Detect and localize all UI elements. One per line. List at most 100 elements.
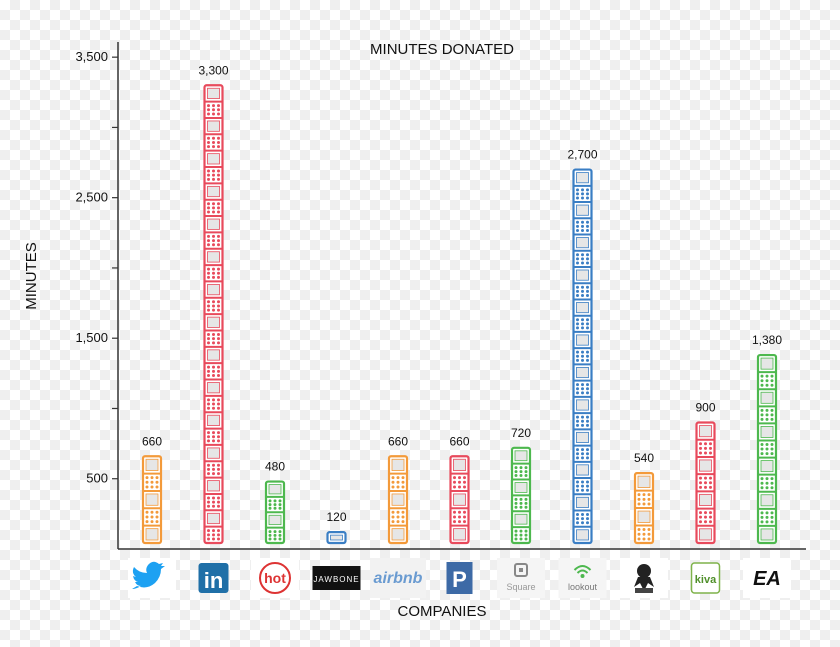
keypad-dot: [212, 112, 215, 116]
keypad-dot: [150, 480, 154, 484]
keypad-dot: [519, 470, 523, 474]
bar-linkedin: 3,300: [198, 63, 229, 545]
keypad-dot: [704, 481, 707, 485]
keypad-dot: [278, 503, 282, 507]
keypad-dot: [760, 447, 764, 451]
keypad-dot: [217, 300, 220, 304]
phone-screen: [699, 425, 712, 438]
phone-screen: [576, 464, 589, 476]
keypad-dot: [391, 515, 395, 519]
keypad-dot: [217, 177, 220, 181]
keypad-dot: [709, 481, 712, 485]
keypad-dot: [647, 502, 651, 506]
keypad-dot: [458, 485, 461, 489]
keypad-dot: [760, 417, 764, 421]
keypad-dot: [273, 503, 277, 507]
keypad-dot: [642, 502, 646, 506]
value-label: 660: [142, 434, 162, 448]
keypad-dot: [391, 485, 395, 489]
keypad-dot: [217, 496, 220, 500]
keypad-dot: [207, 406, 210, 410]
keypad-dot: [278, 499, 282, 503]
keypad-dot: [586, 285, 589, 289]
keypad-dot: [207, 398, 210, 402]
keypad-dot: [212, 537, 215, 541]
keypad-dot: [704, 446, 707, 450]
keypad-dot: [586, 192, 589, 196]
keypad-dot: [699, 442, 702, 446]
keypad-dot: [155, 480, 159, 484]
keypad-dot: [155, 515, 159, 519]
keypad-dot: [576, 257, 579, 261]
keypad-dot: [514, 501, 518, 505]
keypad-dot: [581, 293, 584, 297]
keypad-dot: [699, 446, 702, 450]
keypad-dot: [212, 472, 215, 476]
keypad-dot: [647, 537, 651, 541]
keypad-dot: [207, 500, 210, 504]
phone-screen: [760, 357, 774, 370]
phone-screen: [268, 514, 282, 526]
keypad-dot: [268, 533, 272, 537]
keypad-dot: [401, 520, 405, 524]
y-tick-label: 2,500: [75, 190, 108, 205]
keypad-dot: [150, 476, 154, 480]
keypad-dot: [581, 484, 584, 488]
keypad-dot: [699, 520, 702, 524]
keypad-dot: [212, 337, 215, 341]
keypad-dot: [765, 481, 769, 485]
keypad-dot: [453, 515, 456, 519]
keypad-dot: [576, 517, 579, 521]
keypad-dot: [207, 463, 210, 467]
phone-screen: [576, 334, 589, 346]
keypad-dot: [217, 308, 220, 312]
keypad-dot: [207, 304, 210, 308]
keypad-dot: [581, 322, 584, 326]
keypad-dot: [217, 472, 220, 476]
value-label: 660: [388, 434, 408, 448]
keypad-dot: [514, 533, 518, 537]
keypad-dot: [586, 253, 589, 257]
keypad-dot: [217, 467, 220, 471]
keypad-dot: [145, 515, 149, 519]
keypad-dot: [586, 484, 589, 488]
keypad-dot: [576, 293, 579, 297]
bar-ea: 1,380: [752, 333, 782, 545]
keypad-dot: [576, 285, 579, 289]
value-label: 2,700: [567, 148, 597, 162]
bar-github: 540: [633, 451, 654, 545]
bar-twitter: 660: [141, 434, 162, 545]
keypad-dot: [145, 485, 149, 489]
keypad-dot: [586, 387, 589, 391]
keypad-dot: [581, 452, 584, 456]
keypad-dot: [524, 533, 528, 537]
phone-screen: [207, 87, 220, 100]
keypad-dot: [581, 354, 584, 358]
keypad-dot: [212, 402, 215, 406]
keypad-dot: [637, 532, 641, 536]
keypad-dot: [514, 470, 518, 474]
keypad-dot: [760, 511, 764, 515]
keypad-dot: [217, 537, 220, 541]
keypad-dot: [770, 417, 774, 421]
keypad-dot: [581, 229, 584, 233]
keypad-dot: [586, 318, 589, 322]
keypad-dot: [207, 210, 210, 214]
keypad-dot: [581, 257, 584, 261]
keypad-dot: [217, 500, 220, 504]
keypad-dot: [581, 188, 584, 192]
keypad-dot: [581, 488, 584, 492]
keypad-dot: [576, 448, 579, 452]
phone-screen: [145, 493, 159, 506]
keypad-dot: [586, 419, 589, 423]
keypad-dot: [642, 493, 646, 497]
keypad-dot: [581, 415, 584, 419]
keypad-dot: [760, 477, 764, 481]
phone-screen: [760, 494, 774, 507]
keypad-dot: [765, 477, 769, 481]
y-tick-label: 3,500: [75, 49, 108, 64]
keypad-dot: [586, 261, 589, 265]
keypad-dot: [212, 104, 215, 108]
phone-screen: [207, 349, 220, 361]
value-label: 720: [511, 426, 531, 440]
